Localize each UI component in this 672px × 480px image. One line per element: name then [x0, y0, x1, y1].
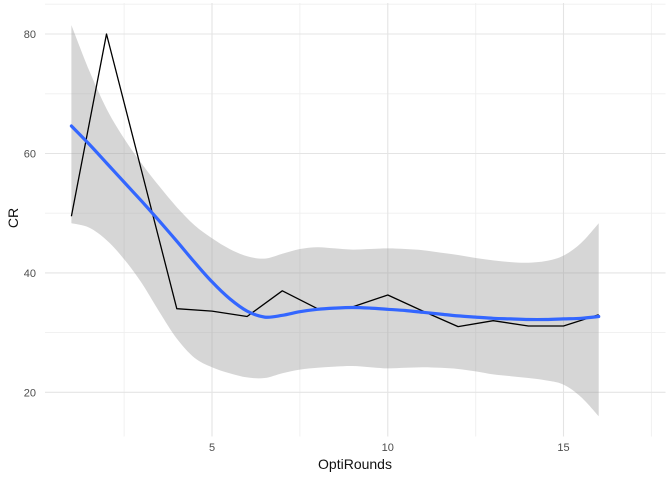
x-axis-title: OptiRounds — [318, 456, 392, 472]
loess-smooth-line — [69, 124, 601, 322]
confidence-band — [71, 25, 599, 417]
x-tick-label: 5 — [209, 442, 215, 454]
y-tick-label: 60 — [24, 149, 36, 161]
y-tick-label: 20 — [24, 387, 36, 399]
x-tick-label: 10 — [382, 442, 394, 454]
y-tick-label: 80 — [24, 29, 36, 41]
y-tick-label: 40 — [24, 268, 36, 280]
x-tick-label: 15 — [557, 442, 569, 454]
y-axis-title: CR — [5, 207, 21, 229]
